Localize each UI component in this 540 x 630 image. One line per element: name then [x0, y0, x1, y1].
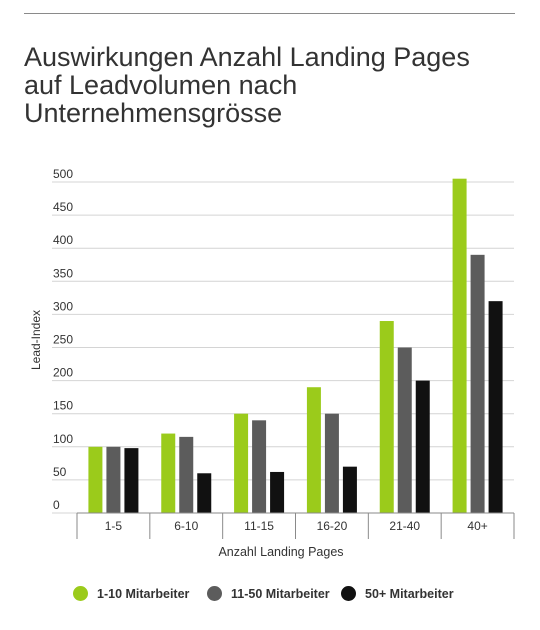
bar-3 [342, 466, 357, 513]
legend-label: 1-10 Mitarbeiter [97, 586, 190, 601]
bar-1 [88, 446, 103, 513]
bar-2 [397, 347, 412, 513]
bar-3 [270, 471, 285, 513]
bar-1 [234, 413, 249, 513]
bar-2 [324, 413, 339, 513]
x-tick-label: 21-40 [389, 519, 420, 533]
bar-2 [252, 420, 267, 513]
bar-chart: 0 50 100 150 200 250 300 350 400 450 500 1-5 6-10 11… [29, 167, 515, 559]
x-tick-label: 16-20 [317, 519, 348, 533]
legend-swatch-black [341, 586, 356, 601]
legend-swatch-green [73, 586, 88, 601]
bar-3 [488, 301, 503, 513]
y-tick-label: 300 [53, 299, 73, 313]
y-tick-label: 150 [53, 399, 73, 413]
legend-item-1: 1-10 Mitarbeiter [73, 586, 189, 601]
chart-title-line-2: auf Leadvolumen nach [24, 70, 298, 100]
bar-2 [179, 436, 194, 513]
y-tick-label: 450 [53, 200, 73, 214]
x-tick-label: 1-5 [105, 519, 123, 533]
legend-swatch-grey [207, 586, 222, 601]
x-tick-label: 40+ [467, 519, 487, 533]
y-tick-labels: 0 50 100 150 200 250 300 350 400 450 500 [53, 167, 73, 512]
legend: 1-10 Mitarbeiter 11-50 Mitarbeiter 50+ M… [0, 586, 540, 610]
bar-1 [161, 433, 176, 513]
bar-1 [306, 387, 321, 513]
y-tick-label: 100 [53, 432, 73, 446]
x-tick-label: 6-10 [174, 519, 198, 533]
legend-item-3: 50+ Mitarbeiter [341, 586, 454, 601]
y-tick-label: 350 [53, 266, 73, 280]
bars [88, 178, 503, 513]
y-tick-label: 250 [53, 333, 73, 347]
legend-label: 50+ Mitarbeiter [365, 586, 454, 601]
bar-3 [197, 473, 212, 513]
bar-2 [106, 446, 121, 513]
chart-title-line-3: Unternehmensgrösse [24, 98, 283, 128]
y-tick-label: 400 [53, 233, 73, 247]
top-divider [24, 13, 515, 14]
chart-title: Auswirkungen Anzahl Landing Pages auf Le… [24, 43, 524, 127]
y-tick-label: 200 [53, 366, 73, 380]
y-tick-label: 0 [53, 498, 60, 512]
chart-title-line-1: Auswirkungen Anzahl Landing Pages [24, 42, 470, 72]
y-tick-label: 500 [53, 167, 73, 181]
x-axis: 1-5 6-10 11-15 16-20 21-40 40+ [76, 512, 515, 539]
x-tick-label: 11-15 [244, 519, 274, 533]
legend-label: 11-50 Mitarbeiter [231, 586, 330, 601]
grid-lines [52, 181, 514, 514]
y-tick-label: 50 [53, 465, 67, 479]
y-axis-label: Lead-Index [29, 310, 43, 370]
bar-3 [124, 448, 139, 513]
x-axis-label: Anzahl Landing Pages [218, 545, 343, 559]
legend-item-2: 11-50 Mitarbeiter [207, 586, 330, 601]
bar-2 [470, 254, 485, 513]
bar-1 [379, 321, 394, 513]
bar-3 [415, 380, 430, 513]
bar-1 [452, 178, 467, 513]
